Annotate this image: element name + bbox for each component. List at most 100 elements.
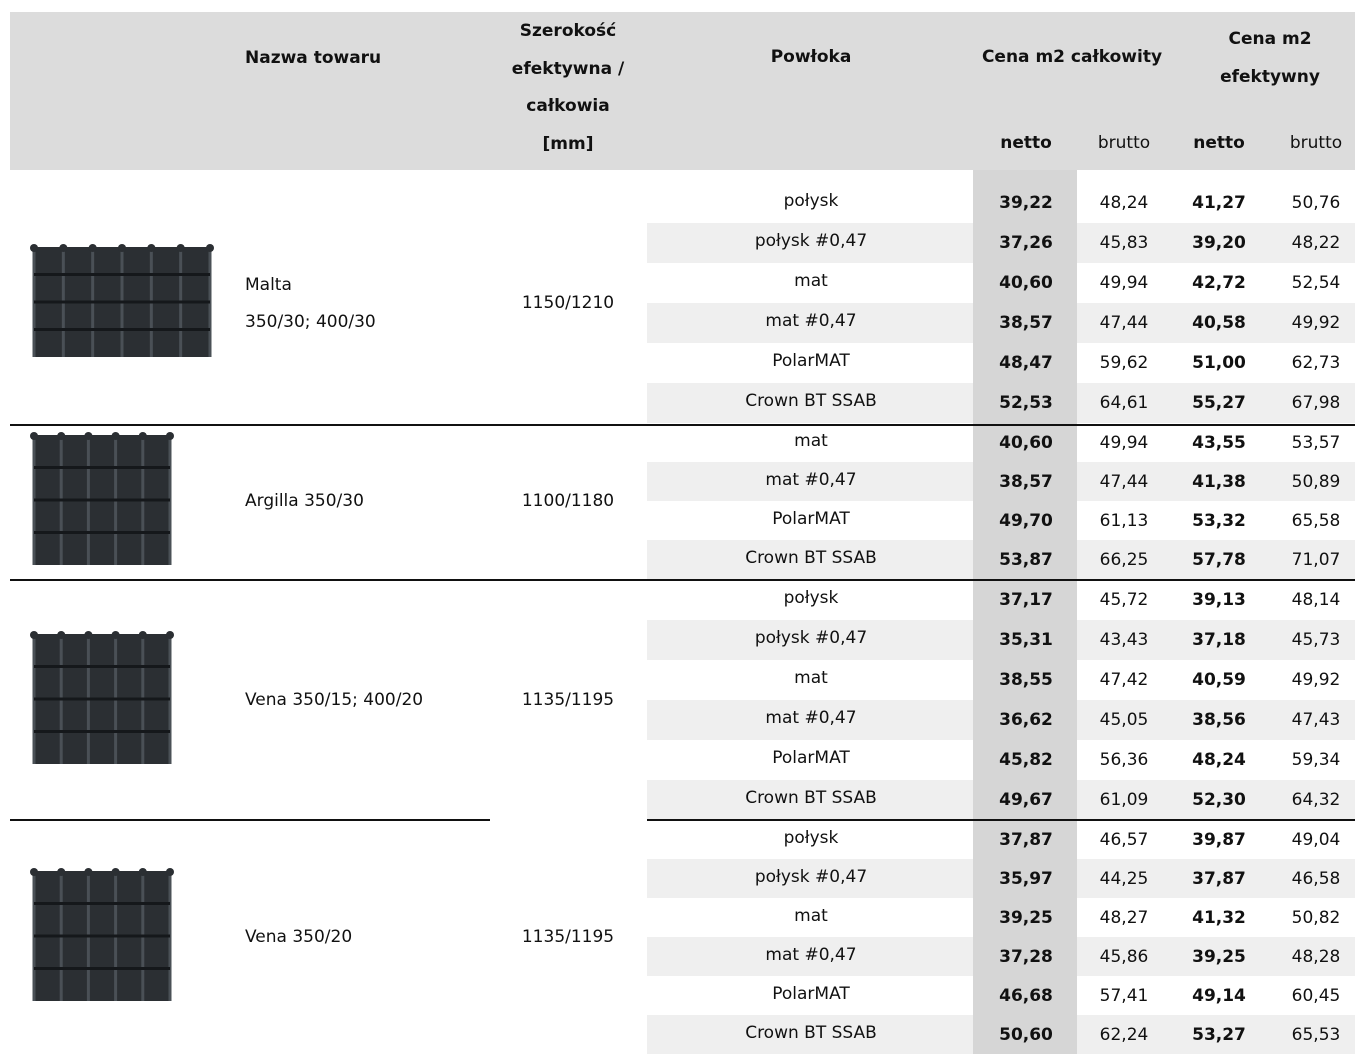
price: 43,43: [1099, 630, 1149, 650]
price: 40,60: [999, 273, 1053, 293]
price: 50,60: [999, 1025, 1053, 1045]
price: 38,57: [999, 313, 1053, 333]
price: 53,27: [1192, 1025, 1246, 1045]
price: 45,05: [1099, 710, 1149, 730]
price: 44,25: [1099, 869, 1149, 889]
header-sub: brutto: [1097, 133, 1151, 153]
coating: mat: [794, 906, 828, 926]
price: 48,47: [999, 353, 1053, 373]
price: 50,76: [1291, 193, 1341, 213]
product-image: [30, 432, 174, 565]
price: 48,28: [1291, 947, 1341, 967]
coating: mat #0,47: [765, 945, 857, 965]
price: 50,82: [1291, 908, 1341, 928]
price: 47,42: [1099, 670, 1149, 690]
price: 47,43: [1291, 710, 1341, 730]
price: 48,27: [1099, 908, 1149, 928]
separator: [10, 579, 1355, 581]
row-stripe: [647, 1015, 973, 1054]
product-image: [30, 868, 174, 1001]
separator: [10, 424, 1355, 426]
row-stripe: [1077, 620, 1355, 660]
coating: mat #0,47: [765, 708, 857, 728]
row-stripe: [1077, 303, 1355, 343]
price: 50,89: [1291, 472, 1341, 492]
price: 39,20: [1192, 233, 1246, 253]
price: 35,31: [999, 630, 1053, 650]
price: 52,54: [1291, 273, 1341, 293]
coating: połysk: [783, 588, 839, 608]
coating: połysk #0,47: [754, 231, 868, 251]
price: 65,53: [1291, 1025, 1341, 1045]
price: 37,28: [999, 947, 1053, 967]
price: 46,68: [999, 986, 1053, 1006]
coating: PolarMAT: [772, 984, 850, 1004]
row-stripe: [647, 383, 973, 423]
coating: PolarMAT: [772, 509, 850, 529]
price: 37,17: [999, 590, 1053, 610]
coating: połysk #0,47: [754, 628, 868, 648]
coating: Crown BT SSAB: [745, 788, 877, 808]
price: 37,87: [999, 830, 1053, 850]
header-sub: brutto: [1289, 133, 1343, 153]
price: 45,83: [1099, 233, 1149, 253]
price: 65,58: [1291, 511, 1341, 531]
coating: połysk: [783, 828, 839, 848]
product-name: 350/30; 400/30: [245, 312, 376, 332]
coating: Crown BT SSAB: [745, 548, 877, 568]
price: 46,58: [1291, 869, 1341, 889]
price: 43,55: [1192, 433, 1246, 453]
price: 37,87: [1192, 869, 1246, 889]
product-name: Vena 350/20: [245, 927, 353, 947]
price: 48,14: [1291, 590, 1341, 610]
price: 45,72: [1099, 590, 1149, 610]
price: 49,94: [1099, 433, 1149, 453]
product-width: 1135/1195: [521, 927, 615, 947]
row-stripe: [647, 540, 973, 579]
price: 39,13: [1192, 590, 1246, 610]
separator: [647, 819, 1355, 821]
separator: [10, 819, 490, 821]
price: 39,87: [1192, 830, 1246, 850]
price: 48,24: [1192, 750, 1246, 770]
price: 64,61: [1099, 393, 1149, 413]
row-stripe: [647, 620, 973, 660]
row-stripe: [647, 780, 973, 820]
price: 40,59: [1192, 670, 1246, 690]
price: 48,24: [1099, 193, 1149, 213]
row-stripe: [1077, 462, 1355, 501]
price: 38,55: [999, 670, 1053, 690]
price: 56,36: [1099, 750, 1149, 770]
header-band: [10, 12, 1355, 170]
price: 45,86: [1099, 947, 1149, 967]
row-stripe: [1077, 937, 1355, 976]
coating: mat #0,47: [765, 311, 857, 331]
price: 37,26: [999, 233, 1053, 253]
row-stripe: [647, 937, 973, 976]
price: 61,09: [1099, 790, 1149, 810]
price: 66,25: [1099, 550, 1149, 570]
price: 49,70: [999, 511, 1053, 531]
header-effective: efektywny: [1220, 67, 1320, 87]
price: 40,58: [1192, 313, 1246, 333]
coating: mat: [794, 668, 828, 688]
product-width: 1135/1195: [521, 690, 615, 710]
price: 60,45: [1291, 986, 1341, 1006]
price: 64,32: [1291, 790, 1341, 810]
price: 59,62: [1099, 353, 1149, 373]
product-image: [30, 244, 214, 357]
product-name: Malta: [245, 275, 292, 295]
header-total: Cena m2 całkowity: [981, 47, 1163, 67]
price: 46,57: [1099, 830, 1149, 850]
coating: Crown BT SSAB: [745, 1023, 877, 1043]
header-sub: netto: [1000, 133, 1052, 153]
price: 59,34: [1291, 750, 1341, 770]
price: 35,97: [999, 869, 1053, 889]
product-image: [30, 631, 174, 764]
price: 52,30: [1192, 790, 1246, 810]
price: 57,41: [1099, 986, 1149, 1006]
price: 37,18: [1192, 630, 1246, 650]
price: 53,32: [1192, 511, 1246, 531]
header-sub: netto: [1193, 133, 1245, 153]
